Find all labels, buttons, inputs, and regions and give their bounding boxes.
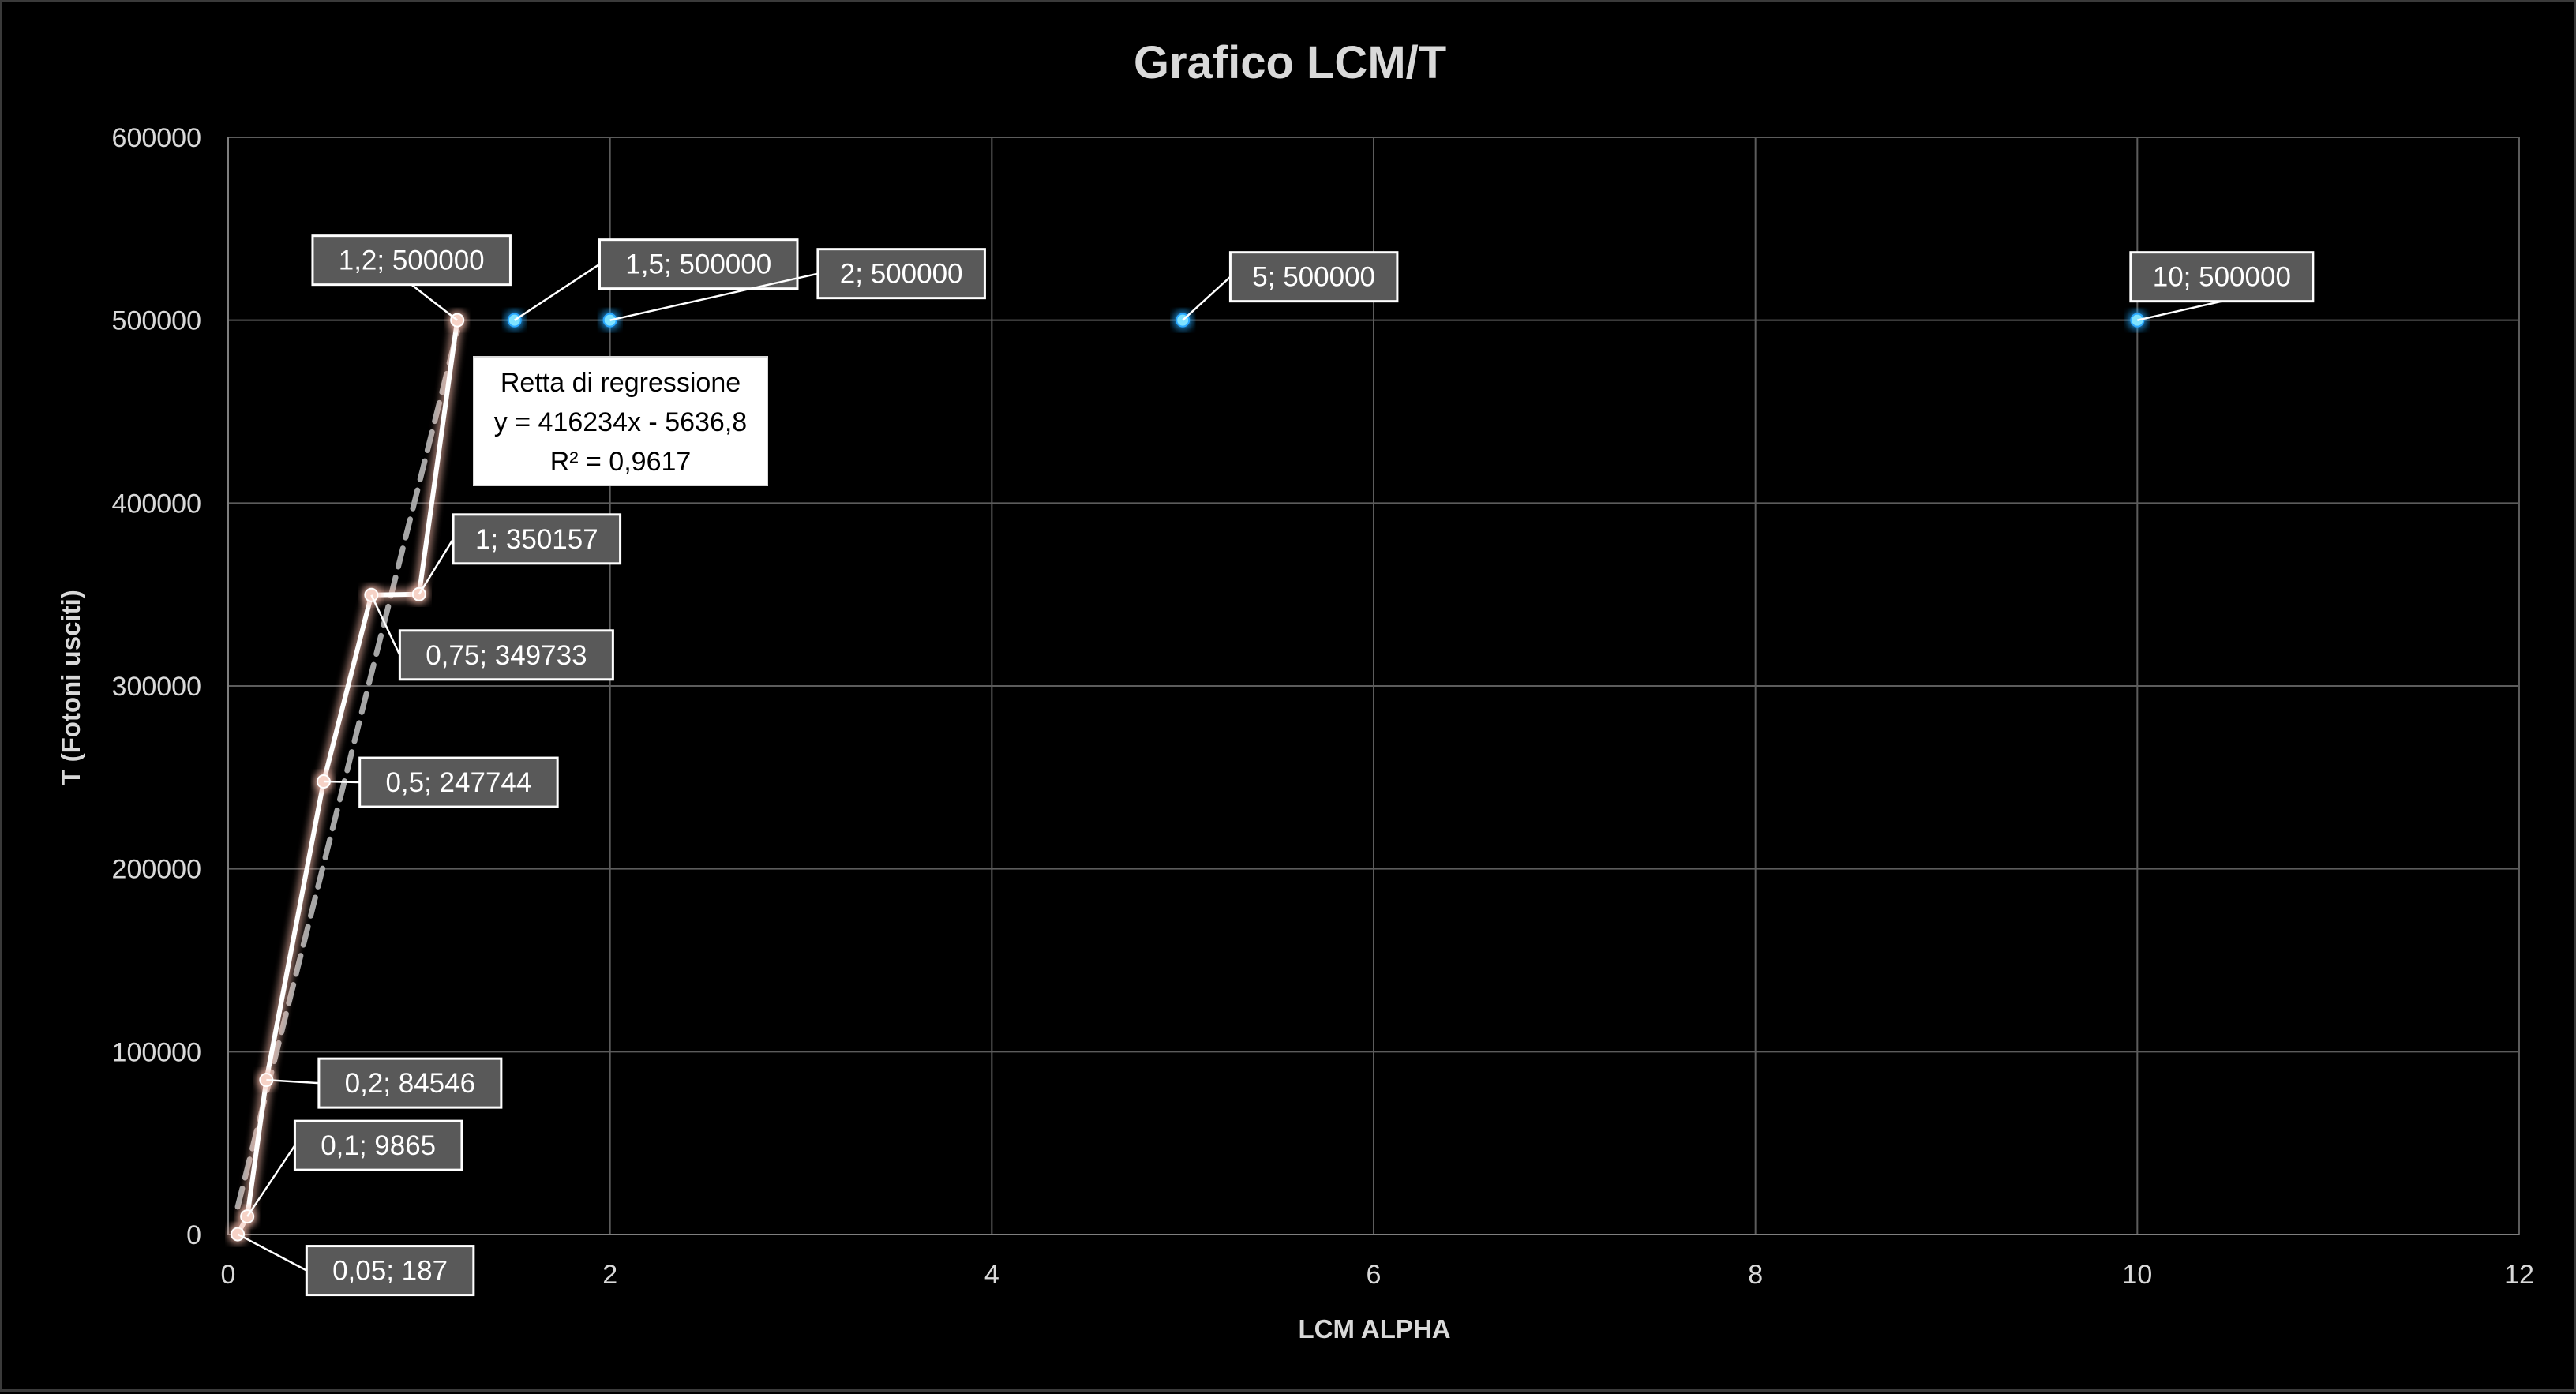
data-label: 1,2; 500000	[311, 234, 512, 321]
data-label: 0,75; 349733	[370, 594, 614, 681]
trendline-label-box	[473, 356, 768, 486]
label-leader	[323, 780, 360, 784]
label-leader	[370, 594, 401, 656]
trendline-label-line: y = 416234x - 5636,8	[494, 407, 747, 437]
data-label: 10; 500000	[2129, 251, 2315, 321]
y-tick-label: 300000	[112, 672, 201, 702]
label-box	[1228, 251, 1399, 303]
label-box	[2129, 251, 2315, 303]
y-tick-label: 100000	[112, 1037, 201, 1067]
label-leader	[411, 283, 458, 321]
label-box	[293, 1119, 463, 1171]
label-text: 0,1; 9865	[321, 1130, 436, 1161]
label-box	[358, 756, 559, 808]
label-text: 5; 500000	[1252, 262, 1375, 293]
label-box	[398, 629, 614, 681]
trendline-label: Retta di regressione y = 416234x - 5636,8…	[473, 356, 768, 486]
label-text: 0,5; 247744	[385, 767, 531, 798]
label-box	[305, 1245, 475, 1297]
data-label: 0,5; 247744	[323, 756, 559, 808]
y-tick-label: 200000	[112, 855, 201, 885]
label-text: 0,05; 187	[332, 1256, 448, 1287]
trendline	[234, 328, 460, 1210]
label-text: 2; 500000	[840, 259, 963, 290]
x-tick-label: 10	[2122, 1260, 2152, 1290]
label-leader	[609, 272, 819, 321]
y-tick-label: 500000	[112, 306, 201, 336]
data-label: 5; 500000	[1182, 251, 1399, 321]
y-axis-title: T (Fotoni usciti)	[56, 590, 85, 785]
data-label: 1; 350157	[418, 513, 622, 595]
data-label: 0,1; 9865	[246, 1119, 463, 1217]
x-tick-label: 2	[602, 1260, 617, 1290]
x-tick-label: 4	[984, 1260, 999, 1290]
x-axis-title: LCM ALPHA	[1298, 1314, 1450, 1343]
x-tick-label: 12	[2504, 1260, 2534, 1290]
label-box	[311, 234, 512, 287]
x-tick-label: 6	[1367, 1260, 1382, 1290]
label-leader	[237, 1233, 307, 1272]
data-labels: 0,05; 187 0,1; 9865 0,2; 84546 0,5; 247744 0…	[237, 234, 2315, 1297]
trendline-label-line: R² = 0,9617	[550, 447, 692, 477]
label-leader	[1182, 275, 1232, 321]
trendline-label-line: Retta di regressione	[501, 368, 741, 398]
y-tick-label: 400000	[112, 489, 201, 519]
label-box	[452, 513, 622, 565]
data-label: 0,05; 187	[237, 1233, 475, 1297]
label-text: 10; 500000	[2153, 262, 2291, 293]
label-box	[317, 1057, 503, 1109]
label-leader	[418, 538, 455, 595]
y-tick-label: 0	[186, 1220, 201, 1250]
label-leader	[2137, 300, 2222, 321]
label-text: 1,5; 500000	[625, 249, 771, 280]
x-tick-label: 0	[221, 1260, 236, 1290]
label-box	[598, 238, 799, 290]
data-label: 2; 500000	[609, 248, 986, 321]
label-leader	[246, 1145, 296, 1217]
chart-title: Grafico LCM/T	[1134, 37, 1446, 88]
data-label: 1,5; 500000	[514, 238, 799, 321]
label-leader	[266, 1078, 319, 1085]
x-tick-label: 8	[1748, 1260, 1763, 1290]
tick-labels: 0 2 4 6 8 10 12 0 100000 200000 300000 400000 500000…	[112, 123, 2534, 1290]
y-tick-label: 600000	[112, 123, 201, 153]
label-leader	[514, 263, 601, 321]
trendline-path	[234, 328, 460, 1210]
label-box	[816, 248, 986, 300]
label-text: 0,75; 349733	[426, 640, 587, 671]
label-text: 0,2; 84546	[345, 1068, 475, 1099]
label-text: 1,2; 500000	[339, 245, 485, 276]
data-label: 0,2; 84546	[266, 1057, 503, 1109]
label-text: 1; 350157	[475, 524, 598, 555]
